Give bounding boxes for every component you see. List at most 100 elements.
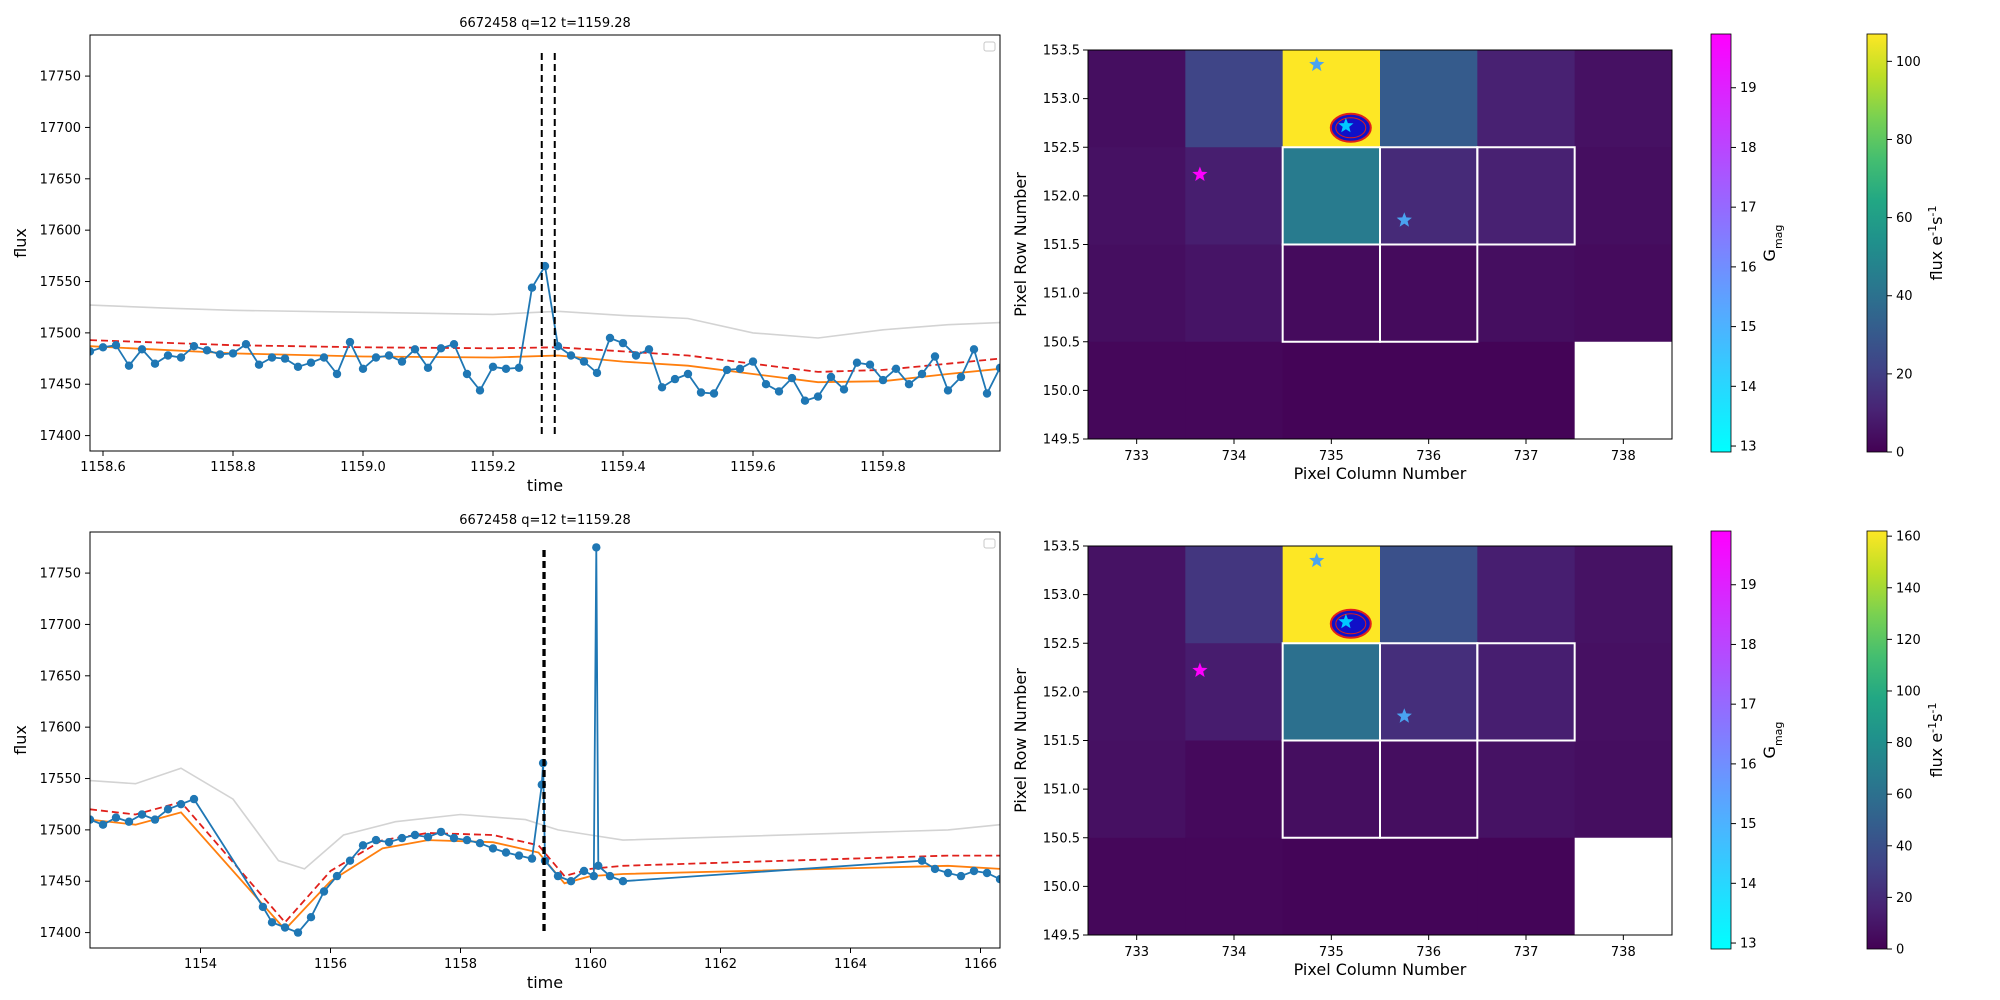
heatmap0-aperture-cell — [1476, 146, 1576, 246]
heatmap1-ytick-label: 151.5 — [1043, 734, 1080, 749]
line0-point — [865, 360, 875, 369]
heatmap0-ytick-label: 152.5 — [1043, 141, 1080, 156]
line0-xtick-label: 1159.0 — [340, 460, 386, 475]
heatmap0-star-icon — [1309, 56, 1325, 72]
line1-point — [594, 861, 603, 870]
line0-point — [839, 385, 849, 394]
line0-point — [228, 349, 238, 358]
line1-point — [319, 887, 329, 896]
heatmap0-pixel-cell — [1477, 147, 1576, 245]
line0-point — [98, 343, 108, 352]
line0-point — [917, 369, 927, 379]
line1-point — [163, 805, 173, 814]
heatmap0-pixel-cell — [1185, 50, 1284, 148]
line0-point — [90, 347, 95, 356]
heatmap0-flux-label-part: flux e — [1927, 236, 1946, 281]
line0-point — [943, 386, 953, 395]
line1-point — [605, 871, 615, 881]
heatmap1-flux-tick-label: 80 — [1896, 736, 1913, 751]
heatmap1-flux-tick-label: 120 — [1896, 633, 1921, 648]
heatmap1-pixel-cell — [1088, 643, 1186, 741]
line0-point — [371, 353, 381, 362]
heatmap1-gmag-tick-label: 18 — [1740, 638, 1757, 653]
line0-point — [579, 357, 589, 366]
heatmap0-pixel-cell — [1380, 147, 1478, 245]
heatmap0-gmag-tick-label: 14 — [1740, 380, 1757, 395]
heatmap0-pixel-cell — [1574, 50, 1673, 148]
heatmap1-pixel-cell — [1574, 740, 1673, 839]
line0-point — [644, 345, 654, 354]
line0-ytick-label: 17450 — [40, 378, 81, 393]
line1-ytick-label: 17750 — [40, 567, 81, 582]
line1-point — [514, 851, 524, 860]
heatmap1-pixel-cell — [1185, 643, 1284, 741]
line1-point — [462, 835, 472, 845]
heatmap1-xtick-label: 733 — [1124, 945, 1149, 960]
heatmap1-ytick-label: 151.0 — [1043, 783, 1080, 798]
line1-ytick-label: 17600 — [40, 721, 81, 736]
heatmap0-ytick-label: 149.5 — [1043, 433, 1080, 448]
line0-xtick-label: 1159.6 — [730, 460, 776, 475]
heatmap0-ytick-label: 151.0 — [1043, 287, 1080, 302]
heatmap0-aperture-cell — [1379, 243, 1479, 343]
line1-point — [592, 543, 601, 552]
line0-point — [969, 345, 979, 354]
line1-xtick-label: 1164 — [834, 957, 867, 972]
line0-point — [462, 369, 472, 379]
heatmap0-pixel-cell — [1282, 244, 1381, 343]
heatmap1-flux-tick-label: 140 — [1896, 581, 1921, 596]
heatmap0-gmag-tick-label: 18 — [1740, 141, 1757, 156]
line0-point — [553, 342, 563, 351]
line0-axes: 1158.6 1158.8 1159.0 1159.2 1159.4 1159.6 1159… — [11, 16, 1001, 495]
line0-point — [332, 369, 342, 379]
line1-point — [150, 815, 160, 824]
heatmap1-xlabel: Pixel Column Number — [1294, 960, 1467, 979]
line0-point — [384, 351, 394, 360]
line1-xtick-label: 1158 — [444, 957, 477, 972]
line0-point — [852, 358, 862, 367]
line0-point — [683, 369, 693, 379]
heatmap0-xtick-label: 735 — [1319, 449, 1344, 464]
heatmap1-pixel-cell — [1088, 546, 1186, 644]
line1-point — [436, 827, 446, 837]
line0-point — [722, 365, 732, 375]
heatmap1-pixel-cell — [1477, 643, 1576, 741]
line1-point — [969, 866, 979, 876]
line0-point — [319, 353, 329, 362]
line1-ylabel: flux — [11, 725, 30, 755]
heatmap1-pixel-cell — [1477, 837, 1576, 936]
heatmap1-pixel-cell — [1380, 643, 1478, 741]
line0-point — [631, 351, 641, 360]
heatmap1-gmag-tick-label: 13 — [1740, 937, 1757, 952]
line0-ytick-label: 17550 — [40, 275, 81, 290]
line0-point — [813, 392, 823, 401]
heatmap1-gmag-colorbar — [1710, 530, 1732, 950]
line1-point — [488, 844, 498, 853]
line0-point — [566, 351, 576, 360]
heatmap1-flux-label-part: s — [1927, 714, 1946, 722]
line1-point — [371, 835, 381, 845]
line0-point — [657, 383, 667, 392]
line0-point — [189, 342, 199, 351]
line1-series-upper-threshold — [90, 801, 1000, 924]
heatmap1-flux-label-part: flux e — [1927, 733, 1946, 778]
heatmap1-flux-tick-label: 0 — [1896, 943, 1904, 958]
heatmap1-flux-tick-label: 20 — [1896, 891, 1913, 906]
line0-point — [150, 359, 160, 368]
line1-point — [90, 815, 95, 824]
heatmap1-pixel-cell — [1574, 837, 1673, 936]
line0-point — [501, 364, 511, 373]
line0-point — [163, 351, 173, 360]
line1-xtick-label: 1156 — [314, 957, 347, 972]
heatmap1-pixel-cell — [1380, 837, 1478, 936]
line0-xtick-label: 1159.8 — [860, 460, 906, 475]
line1-xlabel: time — [527, 973, 563, 992]
line0-point — [488, 362, 498, 371]
heatmap1-pixel-cell — [1282, 643, 1381, 741]
line0-series-trend — [90, 345, 1000, 384]
heatmap0-pixel-cell — [1088, 50, 1186, 148]
line1-ytick-label: 17550 — [40, 772, 81, 787]
heatmap0-pixel-cell — [1477, 50, 1576, 148]
line0-series-upper-envelope — [90, 304, 1000, 339]
line1-point — [475, 839, 485, 848]
